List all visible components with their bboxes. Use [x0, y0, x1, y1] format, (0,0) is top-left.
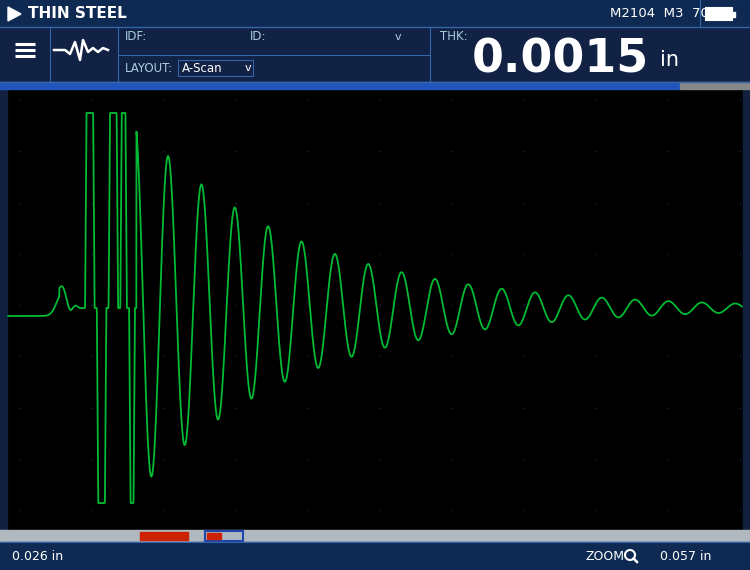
Bar [140, 532, 188, 540]
Text: 0.026 in: 0.026 in [12, 549, 63, 563]
Bar [743, 89, 750, 530]
Bar [178, 60, 253, 76]
Text: ZOOM: ZOOM [585, 549, 624, 563]
Bar [0, 82, 680, 89]
Bar [0, 27, 750, 82]
Text: THK:: THK: [440, 31, 468, 43]
Bar [0, 89, 7, 530]
Text: IDF:: IDF: [125, 31, 147, 43]
Text: LAYOUT:: LAYOUT: [125, 62, 173, 75]
Bar [205, 531, 243, 541]
Text: M2104  M3  70Hz: M2104 M3 70Hz [610, 7, 726, 20]
Bar [732, 11, 735, 17]
Bar [0, 89, 750, 530]
Bar [0, 0, 750, 27]
Bar [706, 8, 732, 20]
Text: v: v [395, 32, 402, 42]
Text: 0.0015: 0.0015 [471, 38, 649, 83]
Bar [707, 9, 730, 19]
Text: in: in [661, 50, 680, 70]
Bar [207, 533, 221, 539]
Text: ID:: ID: [250, 31, 266, 43]
Polygon shape [8, 7, 21, 21]
Text: THIN STEEL: THIN STEEL [28, 6, 127, 21]
Text: v: v [245, 63, 251, 73]
Bar [0, 530, 750, 542]
Text: A-Scan: A-Scan [182, 62, 223, 75]
Text: 0.057 in: 0.057 in [660, 549, 711, 563]
Bar [0, 542, 750, 570]
Bar [680, 82, 750, 89]
